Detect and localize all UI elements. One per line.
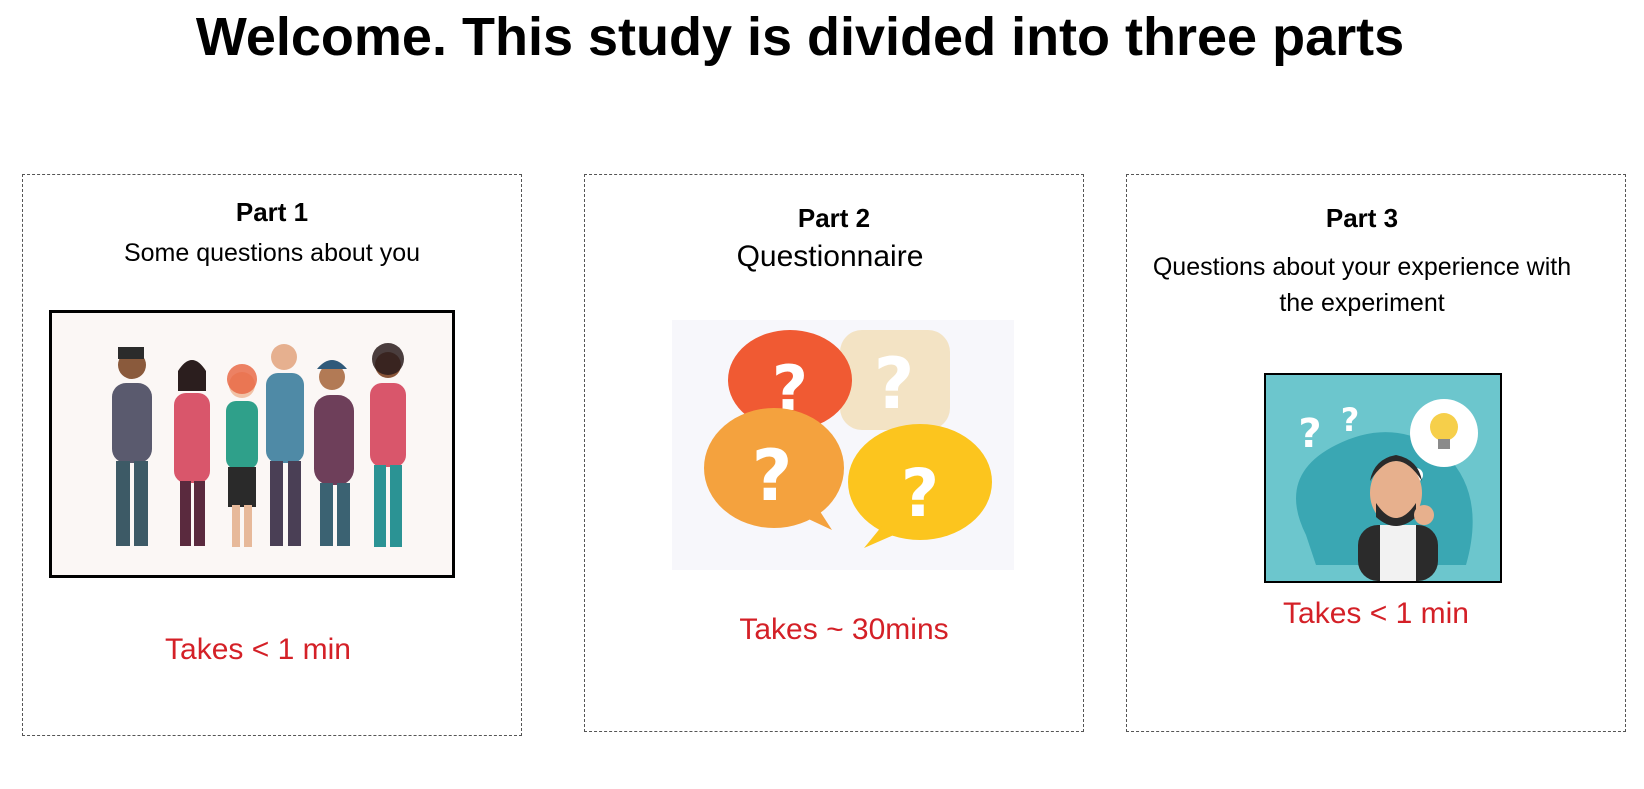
page-title: Welcome. This study is divided into thre… (195, 7, 1405, 67)
part-2-duration: Takes ~ 30mins (739, 613, 949, 646)
part-3-subtitle-line-1: Questions about your experience with (1152, 253, 1572, 281)
part-1-title: Part 1 (235, 197, 309, 227)
svg-text:?: ? (1298, 411, 1321, 457)
question-bubbles-illustration: ? ? ? ? (672, 320, 1014, 570)
part-1-duration: Takes < 1 min (165, 633, 351, 666)
part-2-card: Part 2 Questionnaire ? ? ? ? (584, 174, 1084, 732)
part-3-subtitle: Questions about your experience with the… (1113, 249, 1611, 321)
part-3-duration: Takes < 1 min (1283, 597, 1469, 630)
svg-text:?: ? (874, 343, 915, 425)
part-2-title: Part 2 (797, 203, 871, 233)
svg-text:?: ? (752, 435, 793, 517)
svg-text:?: ? (901, 455, 939, 532)
part-3-title: Part 3 (1325, 203, 1399, 233)
part-3-card: Part 3 Questions about your experience w… (1126, 174, 1626, 732)
part-3-subtitle-line-2: the experiment (1279, 289, 1445, 317)
part-1-card: Part 1 Some questions about you (22, 174, 522, 736)
group-of-people-illustration (49, 310, 455, 578)
part-2-subtitle: Questionnaire (736, 240, 924, 273)
thinking-man-illustration: ? ? (1264, 373, 1502, 583)
part-1-subtitle: Some questions about you (123, 239, 421, 267)
svg-text:?: ? (1341, 401, 1360, 439)
